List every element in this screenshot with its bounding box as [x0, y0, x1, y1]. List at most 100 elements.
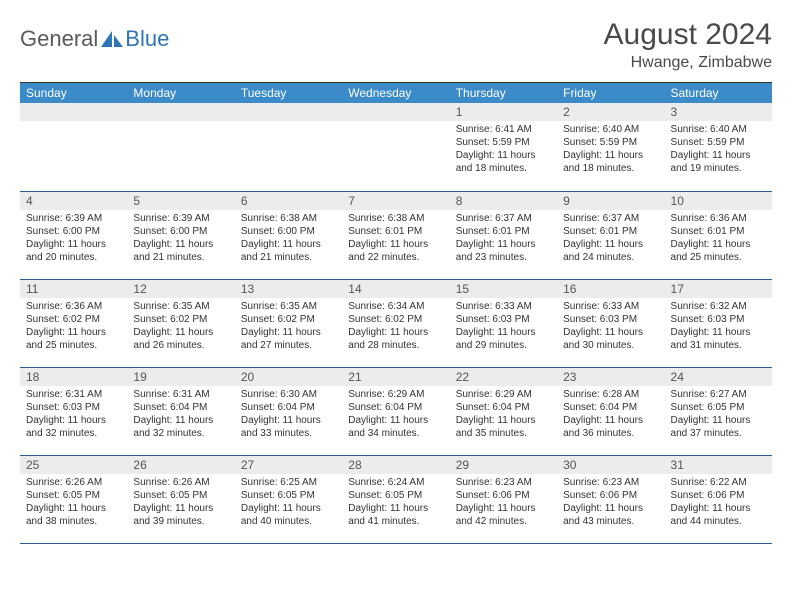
- day-number: 25: [20, 456, 127, 474]
- day-cell: 22Sunrise: 6:29 AMSunset: 6:04 PMDayligh…: [450, 367, 557, 455]
- day-number: 26: [127, 456, 234, 474]
- page-header: General Blue August 2024 Hwange, Zimbabw…: [20, 18, 772, 72]
- day-cell: 10Sunrise: 6:36 AMSunset: 6:01 PMDayligh…: [665, 191, 772, 279]
- day-details: Sunrise: 6:29 AMSunset: 6:04 PMDaylight:…: [450, 386, 557, 442]
- day-cell: 23Sunrise: 6:28 AMSunset: 6:04 PMDayligh…: [557, 367, 664, 455]
- logo-text-general: General: [20, 26, 98, 52]
- day-number: 6: [235, 192, 342, 210]
- day-number: 7: [342, 192, 449, 210]
- week-row: 1Sunrise: 6:41 AMSunset: 5:59 PMDaylight…: [20, 103, 772, 191]
- day-number-empty: [342, 103, 449, 121]
- day-details: Sunrise: 6:36 AMSunset: 6:02 PMDaylight:…: [20, 298, 127, 354]
- day-cell: 24Sunrise: 6:27 AMSunset: 6:05 PMDayligh…: [665, 367, 772, 455]
- day-header: Sunday: [20, 83, 127, 104]
- day-number: 2: [557, 103, 664, 121]
- day-cell: 8Sunrise: 6:37 AMSunset: 6:01 PMDaylight…: [450, 191, 557, 279]
- day-cell: 9Sunrise: 6:37 AMSunset: 6:01 PMDaylight…: [557, 191, 664, 279]
- day-details: Sunrise: 6:28 AMSunset: 6:04 PMDaylight:…: [557, 386, 664, 442]
- day-cell: 19Sunrise: 6:31 AMSunset: 6:04 PMDayligh…: [127, 367, 234, 455]
- day-details: Sunrise: 6:30 AMSunset: 6:04 PMDaylight:…: [235, 386, 342, 442]
- day-details: Sunrise: 6:41 AMSunset: 5:59 PMDaylight:…: [450, 121, 557, 177]
- day-header: Saturday: [665, 83, 772, 104]
- day-cell: [127, 103, 234, 191]
- day-cell: [20, 103, 127, 191]
- day-number: 31: [665, 456, 772, 474]
- day-cell: 5Sunrise: 6:39 AMSunset: 6:00 PMDaylight…: [127, 191, 234, 279]
- day-cell: 30Sunrise: 6:23 AMSunset: 6:06 PMDayligh…: [557, 455, 664, 543]
- day-details: Sunrise: 6:33 AMSunset: 6:03 PMDaylight:…: [557, 298, 664, 354]
- day-number: 16: [557, 280, 664, 298]
- day-number-empty: [20, 103, 127, 121]
- day-number: 17: [665, 280, 772, 298]
- day-details: Sunrise: 6:38 AMSunset: 6:00 PMDaylight:…: [235, 210, 342, 266]
- day-number: 14: [342, 280, 449, 298]
- location-subtitle: Hwange, Zimbabwe: [604, 54, 772, 72]
- day-details: Sunrise: 6:31 AMSunset: 6:03 PMDaylight:…: [20, 386, 127, 442]
- day-details: Sunrise: 6:26 AMSunset: 6:05 PMDaylight:…: [20, 474, 127, 530]
- day-number: 24: [665, 368, 772, 386]
- calendar-page: General Blue August 2024 Hwange, Zimbabw…: [0, 0, 792, 544]
- day-cell: 13Sunrise: 6:35 AMSunset: 6:02 PMDayligh…: [235, 279, 342, 367]
- day-cell: 29Sunrise: 6:23 AMSunset: 6:06 PMDayligh…: [450, 455, 557, 543]
- day-cell: [342, 103, 449, 191]
- day-number: 28: [342, 456, 449, 474]
- day-cell: 14Sunrise: 6:34 AMSunset: 6:02 PMDayligh…: [342, 279, 449, 367]
- day-header: Tuesday: [235, 83, 342, 104]
- sail-icon: [101, 31, 123, 47]
- day-cell: 18Sunrise: 6:31 AMSunset: 6:03 PMDayligh…: [20, 367, 127, 455]
- month-title: August 2024: [604, 18, 772, 52]
- day-number: 12: [127, 280, 234, 298]
- day-details: Sunrise: 6:26 AMSunset: 6:05 PMDaylight:…: [127, 474, 234, 530]
- calendar-table: Sunday Monday Tuesday Wednesday Thursday…: [20, 82, 772, 544]
- day-details: Sunrise: 6:37 AMSunset: 6:01 PMDaylight:…: [557, 210, 664, 266]
- day-details: Sunrise: 6:36 AMSunset: 6:01 PMDaylight:…: [665, 210, 772, 266]
- day-cell: 15Sunrise: 6:33 AMSunset: 6:03 PMDayligh…: [450, 279, 557, 367]
- day-details: Sunrise: 6:22 AMSunset: 6:06 PMDaylight:…: [665, 474, 772, 530]
- day-number-empty: [127, 103, 234, 121]
- day-details: Sunrise: 6:39 AMSunset: 6:00 PMDaylight:…: [127, 210, 234, 266]
- day-number: 5: [127, 192, 234, 210]
- day-details: Sunrise: 6:35 AMSunset: 6:02 PMDaylight:…: [127, 298, 234, 354]
- day-cell: 6Sunrise: 6:38 AMSunset: 6:00 PMDaylight…: [235, 191, 342, 279]
- day-cell: 12Sunrise: 6:35 AMSunset: 6:02 PMDayligh…: [127, 279, 234, 367]
- day-cell: 27Sunrise: 6:25 AMSunset: 6:05 PMDayligh…: [235, 455, 342, 543]
- day-number: 13: [235, 280, 342, 298]
- day-cell: 21Sunrise: 6:29 AMSunset: 6:04 PMDayligh…: [342, 367, 449, 455]
- day-details: Sunrise: 6:29 AMSunset: 6:04 PMDaylight:…: [342, 386, 449, 442]
- day-details: Sunrise: 6:38 AMSunset: 6:01 PMDaylight:…: [342, 210, 449, 266]
- week-row: 25Sunrise: 6:26 AMSunset: 6:05 PMDayligh…: [20, 455, 772, 543]
- logo: General Blue: [20, 18, 169, 52]
- week-row: 4Sunrise: 6:39 AMSunset: 6:00 PMDaylight…: [20, 191, 772, 279]
- day-number: 8: [450, 192, 557, 210]
- day-details: Sunrise: 6:25 AMSunset: 6:05 PMDaylight:…: [235, 474, 342, 530]
- day-number: 22: [450, 368, 557, 386]
- day-details: Sunrise: 6:37 AMSunset: 6:01 PMDaylight:…: [450, 210, 557, 266]
- day-details: Sunrise: 6:27 AMSunset: 6:05 PMDaylight:…: [665, 386, 772, 442]
- week-row: 11Sunrise: 6:36 AMSunset: 6:02 PMDayligh…: [20, 279, 772, 367]
- day-cell: [235, 103, 342, 191]
- day-details: Sunrise: 6:39 AMSunset: 6:00 PMDaylight:…: [20, 210, 127, 266]
- day-details: Sunrise: 6:40 AMSunset: 5:59 PMDaylight:…: [665, 121, 772, 177]
- day-number: 30: [557, 456, 664, 474]
- day-header: Friday: [557, 83, 664, 104]
- day-number: 18: [20, 368, 127, 386]
- day-details: Sunrise: 6:34 AMSunset: 6:02 PMDaylight:…: [342, 298, 449, 354]
- day-cell: 11Sunrise: 6:36 AMSunset: 6:02 PMDayligh…: [20, 279, 127, 367]
- day-number: 9: [557, 192, 664, 210]
- day-header: Monday: [127, 83, 234, 104]
- day-cell: 4Sunrise: 6:39 AMSunset: 6:00 PMDaylight…: [20, 191, 127, 279]
- day-number: 11: [20, 280, 127, 298]
- day-details: Sunrise: 6:35 AMSunset: 6:02 PMDaylight:…: [235, 298, 342, 354]
- day-details: Sunrise: 6:23 AMSunset: 6:06 PMDaylight:…: [557, 474, 664, 530]
- day-details: Sunrise: 6:23 AMSunset: 6:06 PMDaylight:…: [450, 474, 557, 530]
- day-cell: 25Sunrise: 6:26 AMSunset: 6:05 PMDayligh…: [20, 455, 127, 543]
- day-number: 3: [665, 103, 772, 121]
- day-number: 27: [235, 456, 342, 474]
- week-row: 18Sunrise: 6:31 AMSunset: 6:03 PMDayligh…: [20, 367, 772, 455]
- day-number: 29: [450, 456, 557, 474]
- day-header: Thursday: [450, 83, 557, 104]
- day-number: 15: [450, 280, 557, 298]
- day-details: Sunrise: 6:31 AMSunset: 6:04 PMDaylight:…: [127, 386, 234, 442]
- day-header-row: Sunday Monday Tuesday Wednesday Thursday…: [20, 83, 772, 104]
- day-details: Sunrise: 6:24 AMSunset: 6:05 PMDaylight:…: [342, 474, 449, 530]
